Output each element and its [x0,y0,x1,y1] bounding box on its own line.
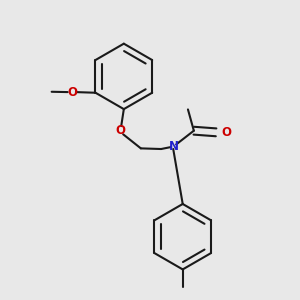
Text: O: O [221,126,231,139]
Text: O: O [116,124,126,137]
Text: N: N [169,140,178,153]
Text: O: O [67,85,77,99]
